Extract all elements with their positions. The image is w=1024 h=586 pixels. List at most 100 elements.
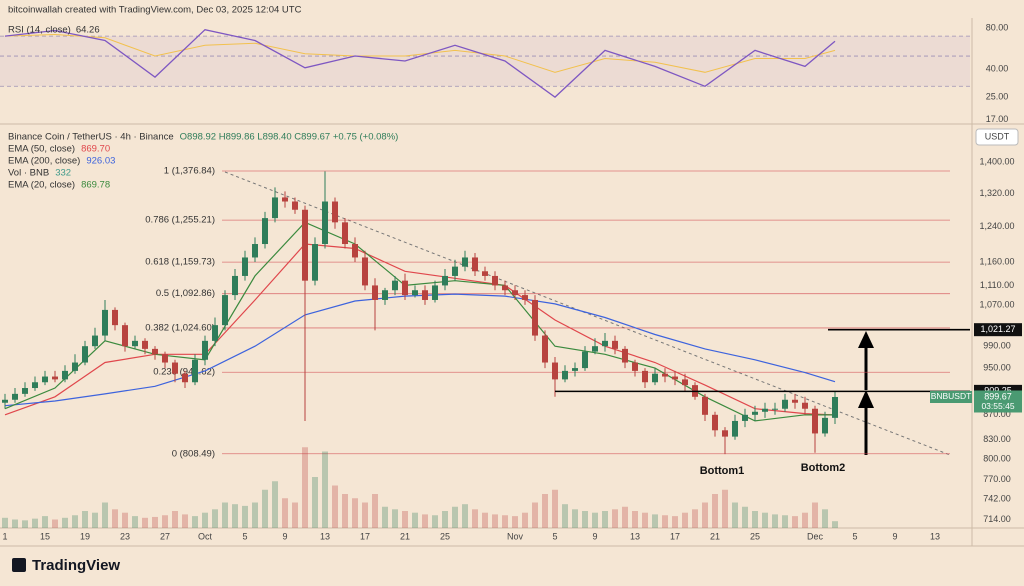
- candle-body: [682, 379, 688, 386]
- x-tick-label: 5: [852, 531, 857, 541]
- candle-body: [322, 201, 328, 245]
- candle-body: [542, 335, 548, 363]
- candle-body: [432, 285, 438, 300]
- volume-bar: [452, 506, 458, 528]
- volume-bar: [462, 504, 468, 528]
- candle-body: [32, 382, 38, 389]
- volume-bar: [602, 511, 608, 528]
- candle-body: [832, 396, 838, 418]
- volume-bar: [642, 512, 648, 528]
- candle-body: [722, 430, 728, 437]
- candle-body: [212, 325, 218, 341]
- volume-bar: [432, 515, 438, 528]
- candle-body: [342, 222, 348, 245]
- legend-value: 869.78: [81, 180, 110, 191]
- volume-bar: [182, 514, 188, 528]
- volume-bar: [302, 447, 308, 528]
- volume-bar: [572, 509, 578, 528]
- ema-line: [4, 221, 836, 422]
- legend-title: Binance Coin / TetherUS · 4h · Binance: [8, 132, 174, 143]
- x-tick-label: 9: [592, 531, 597, 541]
- volume-bar: [672, 516, 678, 528]
- candle-body: [182, 373, 188, 383]
- volume-bar: [832, 521, 838, 528]
- candle-body: [522, 295, 528, 300]
- candle-body: [132, 340, 138, 347]
- volume-bar: [352, 498, 358, 528]
- candle-body: [12, 393, 18, 400]
- candle-body: [512, 290, 518, 296]
- volume-bar: [732, 502, 738, 528]
- candle-body: [2, 399, 8, 403]
- x-tick-label: Nov: [507, 531, 524, 541]
- volume-bar: [442, 511, 448, 528]
- volume-bar: [62, 517, 68, 528]
- volume-bar: [52, 519, 58, 528]
- volume-bar: [632, 511, 638, 528]
- x-tick-label: 13: [320, 531, 330, 541]
- volume-bar: [362, 502, 368, 528]
- candle-body: [462, 257, 468, 267]
- y-tick-label: 1,240.00: [979, 221, 1014, 231]
- legend-value: 332: [55, 168, 71, 179]
- price-box: [974, 390, 1022, 413]
- volume-bar: [682, 512, 688, 528]
- candle-body: [742, 414, 748, 421]
- level-label: 1,021.27: [980, 324, 1015, 334]
- volume-bar: [172, 511, 178, 528]
- fib-label: 0 (808.49): [172, 448, 215, 459]
- volume-bar: [742, 506, 748, 528]
- x-tick-label: 1: [2, 531, 7, 541]
- volume-bar: [702, 502, 708, 528]
- candle-body: [492, 275, 498, 286]
- volume-bar: [142, 517, 148, 528]
- annotation: Bottom2: [801, 462, 846, 474]
- symbol-box: [930, 390, 972, 403]
- rsi-band: [0, 36, 970, 87]
- legend-name: EMA (200, close): [8, 156, 80, 167]
- candle-body: [622, 348, 628, 363]
- candle-body: [472, 257, 478, 272]
- volume-bar: [262, 489, 268, 528]
- volume-bar: [252, 502, 258, 528]
- candle-body: [262, 218, 268, 245]
- volume-bar: [612, 509, 618, 528]
- candle-body: [302, 209, 308, 281]
- fib-label: 1 (1,376.84): [164, 166, 215, 177]
- x-tick-label: 19: [80, 531, 90, 541]
- volume-bar: [752, 511, 758, 528]
- x-tick-label: 27: [160, 531, 170, 541]
- volume-bar: [102, 502, 108, 528]
- candle-body: [232, 275, 238, 296]
- candle-body: [92, 335, 98, 347]
- y-tick-label: 40.00: [986, 64, 1009, 74]
- candle-body: [632, 362, 638, 371]
- candle-body: [382, 290, 388, 300]
- volume-bar: [222, 502, 228, 528]
- legend-value: 926.03: [86, 156, 115, 167]
- candle-body: [392, 280, 398, 291]
- candle-body: [112, 309, 118, 326]
- header-text: bitcoinwallah created with TradingView.c…: [8, 5, 302, 16]
- volume-bar: [582, 511, 588, 528]
- y-tick-label: 770.00: [983, 474, 1011, 484]
- volume-bar: [502, 515, 508, 528]
- candle-body: [122, 325, 128, 347]
- volume-bar: [382, 506, 388, 528]
- candle-body: [102, 309, 108, 336]
- candle-body: [172, 362, 178, 374]
- candle-body: [72, 362, 78, 371]
- footer-logo: TradingView: [12, 557, 120, 574]
- trend-line: [224, 171, 951, 456]
- x-tick-label: 17: [360, 531, 370, 541]
- logo-text: TradingView: [32, 557, 120, 574]
- arrow-head: [858, 331, 874, 348]
- ema-line: [4, 293, 836, 407]
- volume-bar: [822, 509, 828, 528]
- candle-body: [662, 373, 668, 377]
- volume-bar: [762, 512, 768, 528]
- volume-bar: [772, 514, 778, 528]
- candle-body: [642, 370, 648, 383]
- volume-bar: [312, 477, 318, 528]
